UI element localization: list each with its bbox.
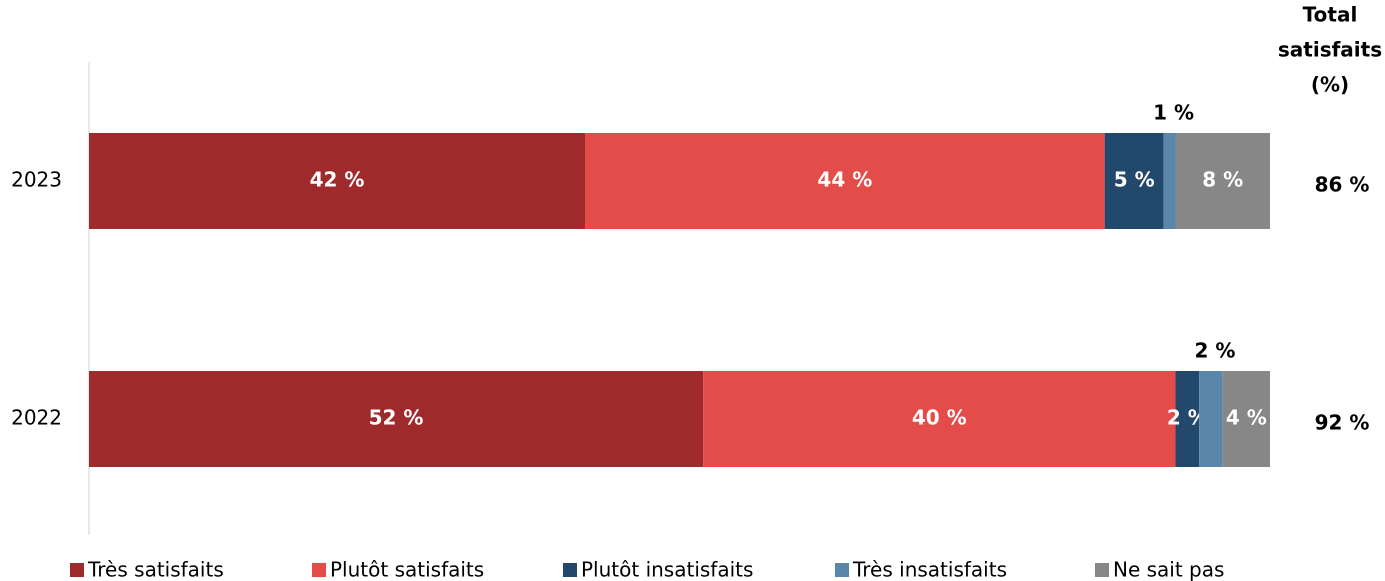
legend-label: Plutôt satisfaits [330, 558, 484, 581]
data-label: 1 % [1153, 101, 1194, 125]
bar-segment [1175, 371, 1200, 467]
bar-segment [1163, 133, 1176, 229]
bar-segment [1222, 371, 1270, 467]
total-label: 92 % [1315, 411, 1370, 435]
total-header: Total [1303, 3, 1358, 27]
bar-segment [1175, 133, 1270, 229]
bar-segment [89, 133, 586, 229]
bar-segment [1104, 133, 1164, 229]
data-label: 5 % [1114, 168, 1155, 192]
legend-label: Ne sait pas [1113, 558, 1224, 581]
legend-swatch [70, 563, 84, 577]
data-label: 4 % [1226, 406, 1267, 430]
bar-segment [585, 133, 1105, 229]
bar-segment [1199, 371, 1223, 467]
data-label: 42 % [310, 168, 365, 192]
category-label: 2023 [11, 168, 62, 192]
data-label: 8 % [1202, 168, 1243, 192]
legend-swatch [563, 563, 577, 577]
data-label: 40 % [912, 406, 967, 430]
legend-swatch [1095, 563, 1109, 577]
total-header: (%) [1311, 73, 1349, 97]
legend-label: Très satisfaits [87, 558, 224, 581]
data-label: 2 % [1194, 339, 1235, 363]
bar-segment [89, 371, 704, 467]
total-label: 86 % [1315, 173, 1370, 197]
bar-segment [703, 371, 1176, 467]
legend-swatch [312, 563, 326, 577]
legend-label: Très insatisfaits [852, 558, 1007, 581]
total-header: satisfaits [1278, 38, 1382, 62]
category-label: 2022 [11, 406, 62, 430]
legend-label: Plutôt insatisfaits [581, 558, 753, 581]
data-label: 52 % [369, 406, 424, 430]
legend-swatch [835, 563, 849, 577]
data-label: 44 % [817, 168, 872, 192]
